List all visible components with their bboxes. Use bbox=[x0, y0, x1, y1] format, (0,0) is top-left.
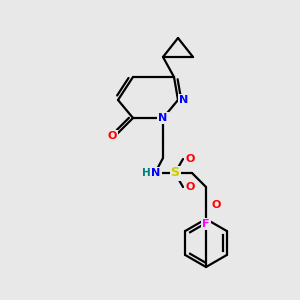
Text: O: O bbox=[211, 200, 221, 210]
Text: N: N bbox=[158, 113, 168, 123]
Text: N: N bbox=[179, 95, 189, 105]
Text: S: S bbox=[170, 167, 179, 179]
Text: O: O bbox=[185, 154, 195, 164]
Text: N: N bbox=[152, 168, 160, 178]
Text: O: O bbox=[185, 182, 195, 192]
Text: H: H bbox=[142, 168, 150, 178]
Text: O: O bbox=[107, 131, 117, 141]
Text: F: F bbox=[202, 219, 210, 229]
